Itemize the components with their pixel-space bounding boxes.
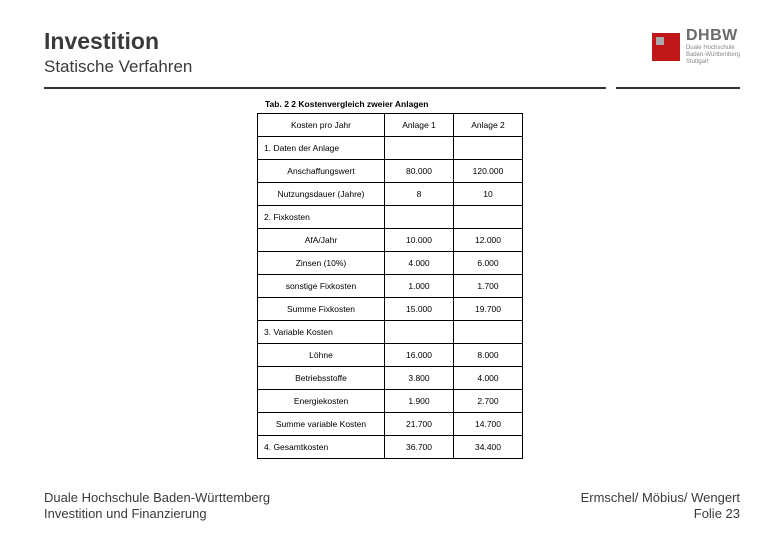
table-row: Zinsen (10%) 4.000 6.000 [258,252,523,275]
row-label: Löhne [258,344,385,367]
cell: 14.700 [454,413,523,436]
cell: 120.000 [454,160,523,183]
cell: 1.900 [385,390,454,413]
cell: 8.000 [454,344,523,367]
table-row: sonstige Fixkosten 1.000 1.700 [258,275,523,298]
footer: Duale Hochschule Baden-Württemberg Inves… [44,490,740,523]
table-row: 1. Daten der Anlage [258,137,523,160]
cell: 4.000 [385,252,454,275]
cell: 6.000 [454,252,523,275]
cell: 16.000 [385,344,454,367]
cell: 10 [454,183,523,206]
footer-right: Ermschel/ Möbius/ Wengert Folie 23 [581,490,740,523]
table-row: 4. Gesamtkosten 36.700 34.400 [258,436,523,459]
table-row: Betriebsstoffe 3.800 4.000 [258,367,523,390]
logo-sub1: Duale Hochschule [686,45,740,51]
table-row: Nutzungsdauer (Jahre) 8 10 [258,183,523,206]
cell: 1.700 [454,275,523,298]
cell-empty [385,206,454,229]
cell: 3.800 [385,367,454,390]
col-header-2: Anlage 2 [454,114,523,137]
row-label: Nutzungsdauer (Jahre) [258,183,385,206]
row-label: AfA/Jahr [258,229,385,252]
cell: 1.000 [385,275,454,298]
footer-left: Duale Hochschule Baden-Württemberg Inves… [44,490,270,523]
cell-empty [454,206,523,229]
logo-mark-icon [652,33,680,61]
table-row: Summe Fixkosten 15.000 19.700 [258,298,523,321]
row-label: sonstige Fixkosten [258,275,385,298]
logo-sub2: Baden-Württemberg [686,52,740,58]
section-header: 1. Daten der Anlage [258,137,385,160]
row-label: Betriebsstoffe [258,367,385,390]
cell-empty [454,321,523,344]
row-label: Summe variable Kosten [258,413,385,436]
table-area: Tab. 2 2 Kostenvergleich zweier Anlagen … [0,99,780,459]
cell: 21.700 [385,413,454,436]
table-caption: Tab. 2 2 Kostenvergleich zweier Anlagen [265,99,515,109]
row-label: Summe Fixkosten [258,298,385,321]
divider [44,87,740,89]
table-row: Summe variable Kosten 21.700 14.700 [258,413,523,436]
page-title: Investition [44,28,192,55]
divider-gap [606,84,616,92]
table-row: 2. Fixkosten [258,206,523,229]
footer-institution: Duale Hochschule Baden-Württemberg [44,490,270,506]
row-label: Anschaffungswert [258,160,385,183]
cell: 12.000 [454,229,523,252]
cell: 80.000 [385,160,454,183]
cell: 4.000 [454,367,523,390]
cell: 19.700 [454,298,523,321]
table-row: Energiekosten 1.900 2.700 [258,390,523,413]
title-block: Investition Statische Verfahren [44,28,192,77]
table-row: Löhne 16.000 8.000 [258,344,523,367]
cell: 10.000 [385,229,454,252]
cell-empty [454,137,523,160]
logo-main: DHBW [686,28,740,44]
cell: 2.700 [454,390,523,413]
footer-course: Investition und Finanzierung [44,506,270,522]
header: Investition Statische Verfahren DHBW Dua… [0,0,780,77]
col-header-label: Kosten pro Jahr [258,114,385,137]
section-header: 3. Variable Kosten [258,321,385,344]
footer-authors: Ermschel/ Möbius/ Wengert [581,490,740,506]
cost-table: Kosten pro Jahr Anlage 1 Anlage 2 1. Dat… [257,113,523,459]
section-header: 2. Fixkosten [258,206,385,229]
col-header-1: Anlage 1 [385,114,454,137]
cell: 34.400 [454,436,523,459]
cell: 15.000 [385,298,454,321]
section-header: 4. Gesamtkosten [258,436,385,459]
logo: DHBW Duale Hochschule Baden-Württemberg … [652,28,740,65]
page-subtitle: Statische Verfahren [44,57,192,77]
footer-page: Folie 23 [581,506,740,522]
cell: 8 [385,183,454,206]
slide: Investition Statische Verfahren DHBW Dua… [0,0,780,540]
table-row: AfA/Jahr 10.000 12.000 [258,229,523,252]
table-row: 3. Variable Kosten [258,321,523,344]
row-label: Energiekosten [258,390,385,413]
table-row: Kosten pro Jahr Anlage 1 Anlage 2 [258,114,523,137]
divider-wrap [0,77,780,89]
logo-sub3: Stuttgart [686,59,740,65]
logo-text: DHBW Duale Hochschule Baden-Württemberg … [686,28,740,65]
row-label: Zinsen (10%) [258,252,385,275]
cell: 36.700 [385,436,454,459]
cell-empty [385,137,454,160]
cell-empty [385,321,454,344]
table-row: Anschaffungswert 80.000 120.000 [258,160,523,183]
